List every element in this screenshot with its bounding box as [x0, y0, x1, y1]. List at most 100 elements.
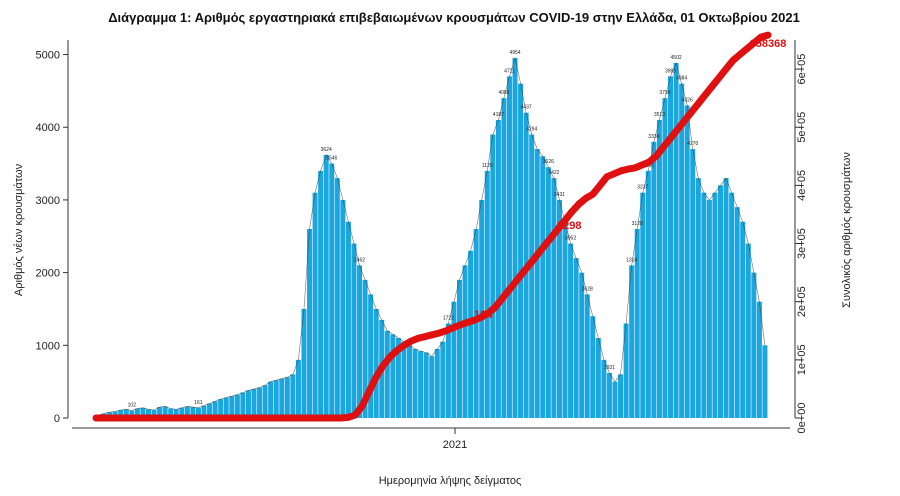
bar — [556, 199, 562, 418]
bar — [473, 229, 479, 418]
bar — [190, 407, 196, 418]
y2-axis-label: Συνολικός αριθμός κρουσμάτων — [841, 152, 853, 308]
y-tick-label: 1000 — [36, 340, 60, 352]
y-axis-label: Αριθμός νέων κρουσμάτων — [13, 163, 25, 296]
bar — [329, 163, 335, 418]
bar-label: 4294 — [526, 127, 537, 133]
bar-label: 3624 — [321, 147, 332, 153]
y-tick-label: 3000 — [36, 195, 60, 207]
y2-tick-label: 0e+00 — [796, 403, 808, 434]
bar — [762, 345, 768, 418]
bars-series: 102 161 3624 3546 2462 1722 1129 4711 4954 4437 42… — [96, 50, 768, 419]
bar — [734, 207, 740, 418]
bar — [679, 83, 685, 418]
cumulative-line — [92, 31, 772, 422]
bar — [368, 294, 374, 418]
bar-label: 4954 — [509, 50, 520, 56]
bar-label: 3339 — [648, 134, 659, 140]
bar — [218, 399, 224, 418]
bar-label: 4089 — [498, 90, 509, 96]
bar-label: 161 — [194, 400, 203, 406]
cumulative-label: 658368 — [750, 38, 787, 50]
left-axis: 0 1000 2000 3000 4000 5000 2021 — [36, 40, 790, 451]
bar — [323, 154, 329, 418]
bar — [618, 374, 624, 418]
bar — [301, 308, 307, 418]
bar — [362, 279, 368, 418]
y2-tick-label: 5e+05 — [796, 112, 808, 143]
bar — [656, 119, 662, 418]
y2-tick-label: 4e+05 — [796, 170, 808, 201]
bar — [262, 385, 268, 418]
bar-label: 3431 — [554, 192, 565, 198]
bar — [695, 178, 701, 418]
bar — [468, 250, 474, 418]
bar-label: 3128 — [632, 221, 643, 227]
bar — [357, 265, 363, 418]
bar-label: 4326 — [682, 97, 693, 103]
bar-label: 4711 — [504, 68, 515, 74]
y-tick-label: 0 — [54, 413, 60, 425]
bar-label: 2628 — [582, 286, 593, 292]
bar — [412, 348, 418, 418]
bar-label: 4884 — [676, 76, 687, 82]
bar — [195, 407, 201, 418]
bar — [506, 76, 512, 418]
bar-label: 2462 — [354, 257, 365, 263]
bar — [423, 352, 429, 418]
bar-label: 3546 — [326, 156, 337, 162]
x-tick-label: 2021 — [443, 439, 467, 451]
bar — [484, 170, 490, 418]
bar — [384, 330, 390, 418]
bar — [512, 57, 518, 418]
bar — [229, 396, 235, 418]
bar-label: 4502 — [671, 55, 682, 61]
bar — [673, 62, 679, 419]
bar — [440, 341, 446, 418]
bar — [429, 356, 435, 418]
bar — [551, 178, 557, 418]
bar — [662, 98, 668, 419]
cumulative-label: 3298 — [557, 220, 581, 232]
bar — [462, 265, 468, 418]
bar-label: 4187 — [493, 112, 504, 118]
bar — [168, 408, 174, 418]
bar — [395, 338, 401, 418]
bar — [373, 308, 379, 418]
y2-tick-label: 6e+05 — [796, 54, 808, 85]
bar — [645, 170, 651, 418]
y2-tick-label: 1e+05 — [796, 344, 808, 375]
x-axis-label: Ημερομηνία λήψης δείγματος — [379, 475, 522, 487]
bar-label: 1129 — [482, 163, 493, 169]
bar — [251, 388, 257, 418]
bar-label: 102 — [128, 403, 137, 409]
bar — [729, 192, 735, 418]
y-tick-label: 5000 — [36, 50, 60, 62]
bar — [573, 258, 579, 418]
bar — [634, 229, 640, 418]
bar-label: 1314 — [626, 257, 637, 263]
bar — [257, 387, 263, 418]
bar — [756, 301, 762, 418]
bar — [407, 345, 413, 418]
bar-label: 1722 — [443, 316, 454, 322]
bar — [162, 406, 168, 418]
y-tick-label: 4000 — [36, 122, 60, 134]
bar — [234, 394, 240, 418]
y-tick-label: 2000 — [36, 268, 60, 280]
bar — [623, 323, 629, 418]
bar — [456, 279, 462, 418]
bar — [745, 243, 751, 418]
bar — [290, 374, 296, 418]
bar — [123, 409, 129, 418]
bar — [307, 229, 313, 418]
bar — [212, 401, 218, 418]
bar — [451, 301, 457, 418]
bar — [334, 178, 340, 418]
bar — [312, 192, 318, 418]
bar — [701, 192, 707, 418]
bar — [601, 359, 607, 418]
bar — [179, 407, 185, 418]
bar — [579, 272, 585, 418]
bar — [529, 134, 535, 418]
